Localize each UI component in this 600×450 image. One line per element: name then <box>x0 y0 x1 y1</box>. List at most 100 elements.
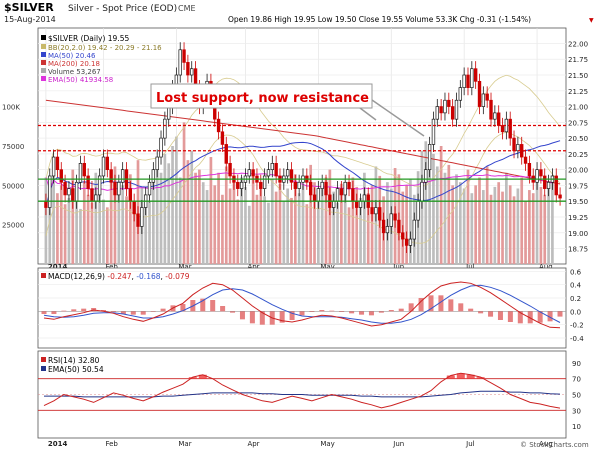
macd-legend-sep1: , <box>132 272 134 281</box>
rsi-panel: 90 70 50 30 10 RSI(14) 32.80 EMA(50) 50.54 <box>37 350 581 439</box>
x-tick-label: Jul <box>465 440 475 448</box>
volume-bar <box>481 190 485 264</box>
x-tick-label: Jun <box>392 440 404 448</box>
ma50-line <box>45 140 561 208</box>
price-tick-label: 19.00 <box>568 230 588 238</box>
candle-body <box>151 169 156 183</box>
volume-bar <box>547 185 550 264</box>
candle-body <box>347 181 351 189</box>
volume-bar <box>178 177 182 264</box>
price-tick-label: 20.75 <box>568 119 588 127</box>
volume-bar <box>470 193 474 264</box>
candle-body <box>312 194 317 202</box>
candle-body <box>343 181 347 196</box>
volume-bar <box>355 186 359 264</box>
volume-bar <box>455 174 458 264</box>
macd-legend-swatch <box>41 273 46 278</box>
macd-legend-v3: -0.079 <box>165 272 189 281</box>
candle-body <box>462 74 466 88</box>
volume-bars <box>44 122 554 265</box>
price-legend: $SILVER (Daily) 19.55 BB(20,2.0) 19.42 -… <box>41 34 162 84</box>
volume-bar <box>320 188 324 264</box>
candle-body <box>443 99 447 114</box>
volume-bar <box>63 204 67 264</box>
price-panel: 22.00 21.75 21.50 21.25 21.00 20.75 20.50 20.25… <box>2 27 588 265</box>
volume-bar <box>201 182 205 264</box>
rsi-tick-label: 30 <box>572 407 581 415</box>
candle-body <box>266 169 271 177</box>
candle-body <box>332 200 336 208</box>
volume-bar <box>213 185 217 264</box>
macd-histogram-bar <box>319 310 325 312</box>
volume-y-axis: 100K 75000 50000 25000 <box>2 104 24 230</box>
macd-histogram-bar <box>468 308 474 312</box>
volume-tick-label: 25000 <box>2 222 24 230</box>
x-axis-labels-top: 2014 Feb Mar Apr May Jun Jul Aug <box>48 263 553 271</box>
volume-bar <box>163 153 167 264</box>
candle-body <box>74 181 79 202</box>
macd-panel: 0.6 0.4 0.2 0.0 -0.2 -0.4 MACD(12,26,9) -0.24… <box>37 267 584 349</box>
candle-body <box>63 181 67 196</box>
x-tick-label: Apr <box>247 263 259 271</box>
candle-body <box>389 213 393 227</box>
x-tick-label: 2014 <box>48 440 68 448</box>
volume-bar <box>462 188 466 264</box>
candle-body <box>393 213 397 221</box>
macd-legend-v2: -0.168 <box>136 272 160 281</box>
macd-histogram-bar <box>150 311 156 312</box>
rsi-tick-label: 70 <box>572 376 581 384</box>
macd-histogram-bar <box>289 311 295 320</box>
candle-body <box>374 207 378 215</box>
price-y-axis: 22.00 21.75 21.50 21.25 21.00 20.75 20.50 20.25… <box>568 40 588 253</box>
candlesticks <box>44 42 562 253</box>
macd-histogram-bar <box>359 311 365 315</box>
volume-bar <box>267 202 270 264</box>
candle-body <box>82 163 86 177</box>
rsi-line <box>43 372 561 409</box>
volume-bar <box>543 194 547 264</box>
volume-bar <box>209 157 213 264</box>
x-tick-label: Feb <box>105 263 118 271</box>
candle-body <box>78 163 83 183</box>
candle-body <box>105 156 110 171</box>
candle-body <box>117 181 121 196</box>
volume-bar <box>102 199 105 264</box>
volume-bar <box>359 197 362 264</box>
candle-body <box>155 156 159 171</box>
macd-histogram-bar <box>438 295 444 312</box>
candle-body <box>113 181 117 196</box>
candle-body <box>147 181 152 196</box>
bollinger-lower-line <box>45 131 561 244</box>
volume-bar <box>90 202 94 264</box>
rsi-tick-label: 90 <box>572 360 581 368</box>
price-tick-label: 21.75 <box>568 56 588 64</box>
change-arrow-icon: ▼ <box>589 17 594 24</box>
volume-bar <box>44 177 48 264</box>
macd-histogram-bar <box>537 311 543 323</box>
legend-ma50: MA(50) 20.46 <box>48 52 96 60</box>
candle-body <box>178 49 182 76</box>
macd-tick-label: 0.6 <box>570 268 582 276</box>
volume-bar <box>301 185 305 264</box>
price-tick-label: 19.75 <box>568 182 588 190</box>
price-tick-label: 19.25 <box>568 214 588 222</box>
volume-bar <box>305 204 309 264</box>
candle-body <box>94 194 98 202</box>
macd-histogram-bar <box>140 311 146 315</box>
watermark: © StockCharts.com <box>520 441 589 449</box>
volume-bar <box>244 186 247 264</box>
macd-legend-label: MACD(12,26,9) <box>48 272 105 281</box>
volume-bar <box>259 185 263 264</box>
volume-bar <box>71 169 75 264</box>
candle-body <box>308 181 313 196</box>
macd-histogram-bar <box>239 311 245 320</box>
candle-body <box>516 144 520 152</box>
volume-bar <box>313 182 316 264</box>
candle-body <box>466 74 470 88</box>
candle-body <box>351 188 355 202</box>
volume-bar <box>255 194 259 264</box>
volume-bar <box>501 191 504 264</box>
candle-body <box>539 169 543 177</box>
candle-body <box>86 175 90 189</box>
volume-bar <box>232 182 236 264</box>
